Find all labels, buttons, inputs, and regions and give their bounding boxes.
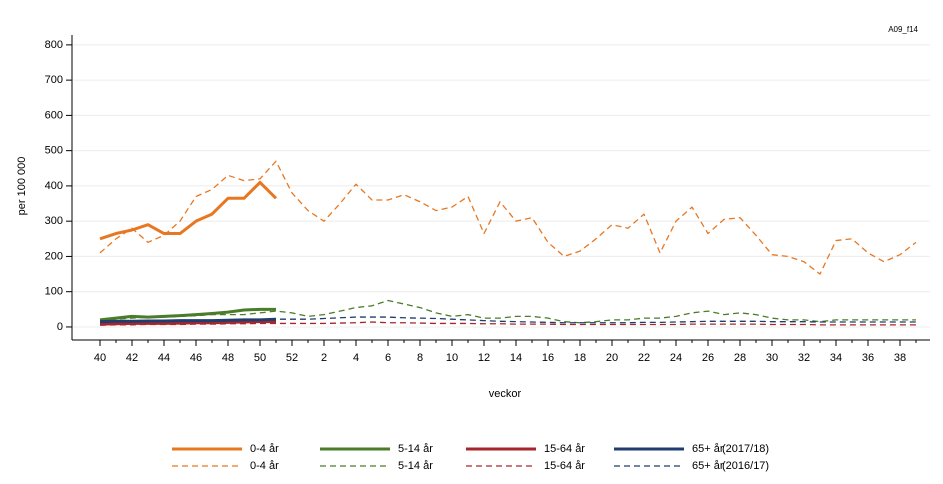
chart-code: A09_f14 [888, 25, 918, 34]
y-tick-label: 300 [45, 215, 63, 227]
legend-season: (2017/18) [722, 443, 769, 455]
legend-label: 0-4 år [250, 460, 279, 472]
x-tick-label: 20 [606, 352, 618, 364]
x-tick-label: 44 [158, 352, 170, 364]
legend-label: 65+ år [692, 460, 724, 472]
series-line [99, 299, 916, 324]
y-tick-label: 500 [45, 145, 63, 157]
x-tick-label: 32 [798, 352, 810, 364]
x-axis-label: veckor [489, 388, 522, 400]
y-tick-label: 0 [57, 321, 63, 333]
x-tick-label: 2 [321, 352, 327, 364]
y-tick-label: 700 [45, 74, 63, 86]
y-tick-label: 200 [45, 250, 63, 262]
series-line [99, 321, 916, 326]
legend-label: 5-14 år [398, 460, 433, 472]
x-tick-label: 30 [766, 352, 778, 364]
x-tick-label: 40 [94, 352, 106, 364]
series-line [99, 307, 276, 322]
x-tick-label: 14 [510, 352, 522, 364]
legend-label: 5-14 år [398, 443, 433, 455]
series-line [99, 317, 277, 324]
y-axis-label: per 100 000 [16, 157, 28, 216]
x-tick-label: 38 [894, 352, 906, 364]
x-tick-label: 50 [254, 352, 266, 364]
legend-season: (2016/17) [722, 460, 769, 472]
x-tick-label: 4 [353, 352, 359, 364]
x-tick-label: 22 [638, 352, 650, 364]
x-tick-label: 52 [286, 352, 298, 364]
x-tick-label: 34 [830, 352, 842, 364]
x-tick-label: 16 [542, 352, 554, 364]
y-tick-label: 800 [45, 39, 63, 51]
x-tick-label: 46 [190, 352, 202, 364]
series-line [99, 320, 276, 326]
x-tick-label: 6 [385, 352, 391, 364]
x-tick-label: 42 [126, 352, 138, 364]
series-line [99, 160, 917, 275]
x-tick-label: 28 [734, 352, 746, 364]
x-tick-label: 48 [222, 352, 234, 364]
legend-label: 15-64 år [544, 443, 585, 455]
legend-label: 65+ år [692, 443, 724, 455]
x-tick-label: 12 [478, 352, 490, 364]
series-line [100, 316, 916, 324]
y-tick-label: 600 [45, 109, 63, 121]
x-tick-label: 8 [417, 352, 423, 364]
legend-label: 15-64 år [544, 460, 585, 472]
x-tick-label: 36 [862, 352, 874, 364]
x-tick-label: 18 [574, 352, 586, 364]
legend-label: 0-4 år [250, 443, 279, 455]
y-tick-label: 100 [45, 286, 63, 298]
x-tick-label: 26 [702, 352, 714, 364]
series-line [99, 180, 278, 241]
x-tick-label: 10 [446, 352, 458, 364]
x-tick-label: 24 [670, 352, 682, 364]
y-tick-label: 400 [45, 180, 63, 192]
